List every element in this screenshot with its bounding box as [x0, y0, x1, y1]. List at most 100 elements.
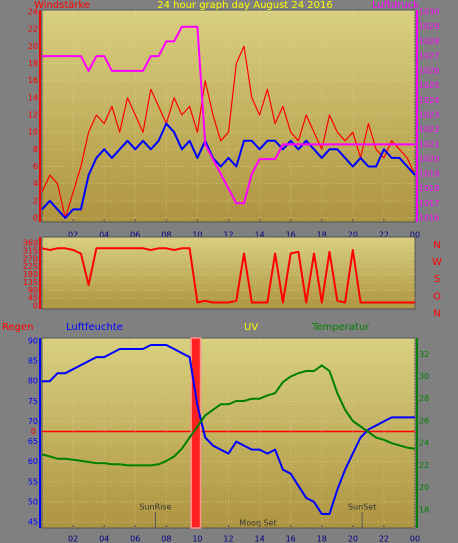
axis-label: Luftdruck: [372, 0, 419, 11]
y-tick-label: 55: [28, 477, 38, 486]
y-tick-label: 315: [23, 246, 38, 255]
x-tick-label: 16: [286, 231, 296, 240]
y2-tick-label: 1020: [419, 155, 439, 164]
y-tick-label: 50: [28, 497, 38, 506]
x-tick-label: 08: [161, 231, 171, 240]
chart-title: 24 hour graph day August 24 2016: [157, 0, 333, 11]
series-line: [42, 344, 415, 515]
x-tick-label: 02: [68, 535, 78, 543]
y2-tick-label: 1022: [419, 125, 439, 134]
y-tick-label: 75: [28, 397, 38, 406]
x-tick-label: 16: [286, 535, 296, 543]
y-tick-label: 225: [23, 262, 38, 271]
y-tick-label: 90: [28, 286, 38, 295]
x-tick-label: 00: [410, 231, 420, 240]
annotation: SunRise: [139, 503, 171, 512]
y-tick-label: 24: [28, 8, 38, 17]
y2-tick-label: 1019: [419, 169, 439, 178]
y-tick-label: 85: [28, 357, 38, 366]
series-line: [41, 364, 416, 467]
y2-tick-label: 18: [419, 505, 429, 514]
y2-tick-label: 1016: [419, 214, 439, 223]
uv-band: [190, 337, 202, 529]
compass-label: S: [434, 274, 440, 285]
y-tick-label: 2: [33, 196, 38, 205]
x-tick-label: 18: [317, 231, 327, 240]
axis-label: Temperatur: [311, 322, 370, 333]
y-tick-label: 180: [23, 270, 38, 279]
x-tick-label: 04: [99, 535, 109, 543]
plot-area: [41, 337, 416, 529]
x-tick-label: 06: [130, 535, 140, 543]
plot-area: [41, 236, 416, 310]
y2-tick-label: 1028: [419, 37, 439, 46]
y2-tick-label: 1017: [419, 199, 439, 208]
y-tick-label: 12: [28, 111, 38, 120]
y2-tick-label: 20: [419, 483, 429, 492]
y-tick-label: 8: [33, 145, 38, 154]
axis-label: UV: [244, 322, 258, 333]
y3-tick-label: 0: [31, 427, 36, 436]
y2-tick-label: 1026: [419, 66, 439, 75]
y2-tick-label: 26: [419, 416, 429, 425]
y2-tick-label: 32: [419, 350, 429, 359]
x-tick-label: 12: [223, 535, 233, 543]
y2-tick-label: 1023: [419, 111, 439, 120]
y2-tick-label: 24: [419, 439, 429, 448]
axis-label: Windstärke: [34, 0, 90, 11]
x-tick-label: 10: [192, 231, 202, 240]
y-tick-label: 45: [28, 294, 38, 303]
y2-tick-label: 1018: [419, 184, 439, 193]
series-line: [41, 122, 416, 219]
y2-tick-label: 28: [419, 394, 429, 403]
annotation: Moon Set: [239, 519, 276, 528]
axis-label: Luftfeuchte: [66, 322, 123, 333]
compass-label: W: [432, 257, 442, 268]
y2-tick-label: 1029: [419, 22, 439, 31]
y-tick-label: 0: [33, 214, 38, 223]
x-tick-label: 04: [99, 231, 109, 240]
axis-label: Regen: [2, 322, 34, 333]
y-tick-label: 45: [28, 518, 38, 527]
x-tick-label: 12: [223, 231, 233, 240]
y-tick-label: 0: [33, 302, 38, 311]
y2-tick-label: 1021: [419, 140, 439, 149]
x-tick-label: 22: [379, 231, 389, 240]
y-tick-label: 14: [28, 93, 38, 102]
x-tick-label: 08: [161, 535, 171, 543]
y-tick-label: 10: [28, 128, 38, 137]
y2-tick-label: 22: [419, 461, 429, 470]
x-tick-label: 00: [410, 535, 420, 543]
x-tick-label: 18: [317, 535, 327, 543]
x-tick-label: 22: [379, 535, 389, 543]
x-tick-label: 10: [192, 535, 202, 543]
y-tick-label: 65: [28, 437, 38, 446]
series-line: [41, 45, 416, 219]
x-tick-label: 20: [348, 231, 358, 240]
x-tick-label: 02: [68, 231, 78, 240]
y-tick-label: 20: [28, 42, 38, 51]
y-tick-label: 60: [28, 457, 38, 466]
y-tick-label: 90: [28, 337, 38, 346]
compass-label: N: [433, 308, 440, 319]
y2-tick-label: 1027: [419, 52, 439, 61]
y-tick-label: 360: [23, 239, 38, 248]
compass-label: O: [433, 291, 441, 302]
y-tick-label: 135: [23, 278, 38, 287]
x-tick-label: 14: [254, 231, 264, 240]
y-tick-label: 18: [28, 59, 38, 68]
y-tick-label: 16: [28, 76, 38, 85]
y2-tick-label: 1030: [419, 8, 439, 17]
y2-tick-label: 30: [419, 372, 429, 381]
y-tick-label: 70: [28, 417, 38, 426]
x-tick-label: 14: [254, 535, 264, 543]
y2-tick-label: 1025: [419, 81, 439, 90]
series-line: [41, 247, 415, 304]
y2-tick-label: 1024: [419, 96, 439, 105]
y-tick-label: 22: [28, 25, 38, 34]
series-line: [42, 25, 415, 205]
annotation: SunSet: [348, 503, 376, 512]
y-tick-label: 4: [33, 179, 38, 188]
compass-label: N: [433, 240, 440, 251]
